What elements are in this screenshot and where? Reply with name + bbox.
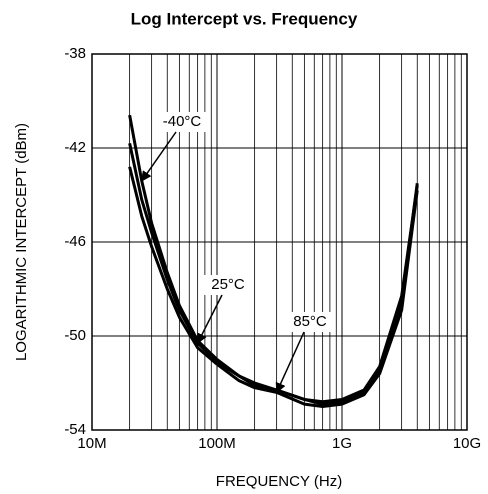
series-line xyxy=(128,114,419,404)
annotation-bg xyxy=(204,275,252,295)
x-tick-label: 10M xyxy=(77,435,106,452)
annotation-arrow xyxy=(141,131,177,182)
series-line xyxy=(128,142,419,406)
y-tick-label: -42 xyxy=(64,139,86,156)
chart-title: Log Intercept vs. Frequency xyxy=(131,9,358,28)
annotation: 85°C xyxy=(293,313,327,330)
y-tick-label: -46 xyxy=(64,233,86,250)
annotation-bg xyxy=(286,312,334,332)
x-tick-label: 1G xyxy=(332,435,352,452)
y-tick-label: -50 xyxy=(64,327,86,344)
annotation-arrow xyxy=(275,331,305,394)
x-tick-label: 10G xyxy=(453,435,481,452)
y-tick-label: -38 xyxy=(64,45,86,62)
plot-frame xyxy=(91,53,468,431)
x-tick-label: 100M xyxy=(198,435,236,452)
x-axis-label: FREQUENCY (Hz) xyxy=(216,473,342,490)
annotation-bg xyxy=(158,112,206,132)
series-line xyxy=(128,166,419,408)
y-axis-label: LOGARITHMIC INTERCEPT (dBm) xyxy=(13,123,30,361)
annotation: -40°C xyxy=(163,113,202,130)
y-tick-label: -54 xyxy=(64,421,86,438)
annotation-arrow xyxy=(196,294,223,344)
annotation: 25°C xyxy=(211,276,245,293)
